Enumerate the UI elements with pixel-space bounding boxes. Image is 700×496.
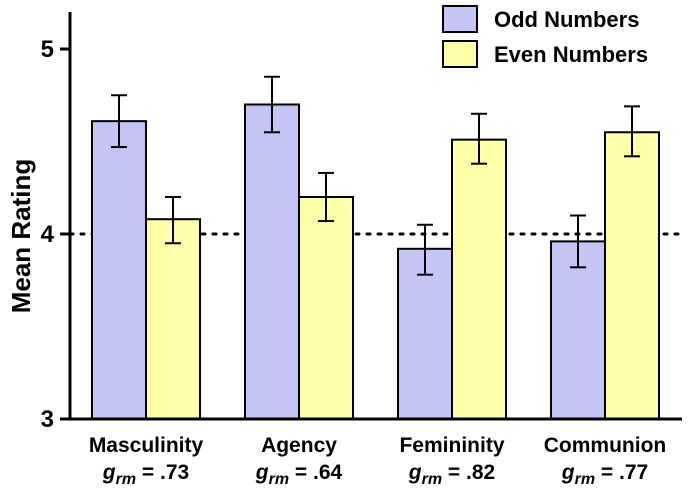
bar (298, 196, 354, 420)
y-tick-label: 5 (41, 36, 54, 63)
effect-size-symbol: g (102, 461, 116, 484)
effect-size-subscript: rm (116, 471, 136, 488)
x-category-label: Agency (261, 434, 337, 457)
legend: Odd Numbers Even Numbers (442, 5, 648, 68)
bar (550, 240, 606, 420)
effect-size-label: grm = .82 (408, 461, 495, 488)
effect-size-value: = .73 (136, 461, 189, 484)
x-category-label: Communion (544, 434, 666, 457)
effect-size-subscript: rm (422, 471, 442, 488)
axes-layer (60, 12, 682, 421)
legend-swatch-even-numbers (442, 40, 478, 68)
effect-size-label: grm = .77 (561, 461, 648, 488)
bar (604, 131, 660, 420)
effect-size-label: grm = .64 (255, 461, 343, 488)
effect-size-value: = .77 (595, 461, 648, 484)
y-tick-label: 3 (41, 406, 54, 433)
bar (145, 218, 201, 420)
bar (451, 138, 507, 420)
x-category-label: Masculinity (89, 434, 204, 457)
bar (91, 120, 147, 421)
effect-size-value: = .64 (289, 461, 342, 484)
legend-swatch-odd-numbers (442, 5, 478, 33)
effect-size-symbol: g (561, 461, 575, 484)
effect-size-subscript: rm (269, 471, 289, 488)
legend-label-odd-numbers: Odd Numbers (494, 7, 639, 32)
legend-label-even-numbers: Even Numbers (494, 42, 648, 67)
effect-size-subscript: rm (575, 471, 595, 488)
x-category-label: Femininity (399, 434, 504, 457)
bars-layer (91, 103, 660, 421)
y-tick-label: 4 (41, 221, 55, 248)
effect-size-label: grm = .73 (102, 461, 189, 488)
effect-size-value: = .82 (442, 461, 495, 484)
bar (244, 103, 300, 420)
error-bars-layer (111, 75, 640, 276)
effect-size-symbol: g (408, 461, 422, 484)
y-axis-label: Mean Rating (6, 159, 36, 314)
effect-size-symbol: g (255, 461, 269, 484)
